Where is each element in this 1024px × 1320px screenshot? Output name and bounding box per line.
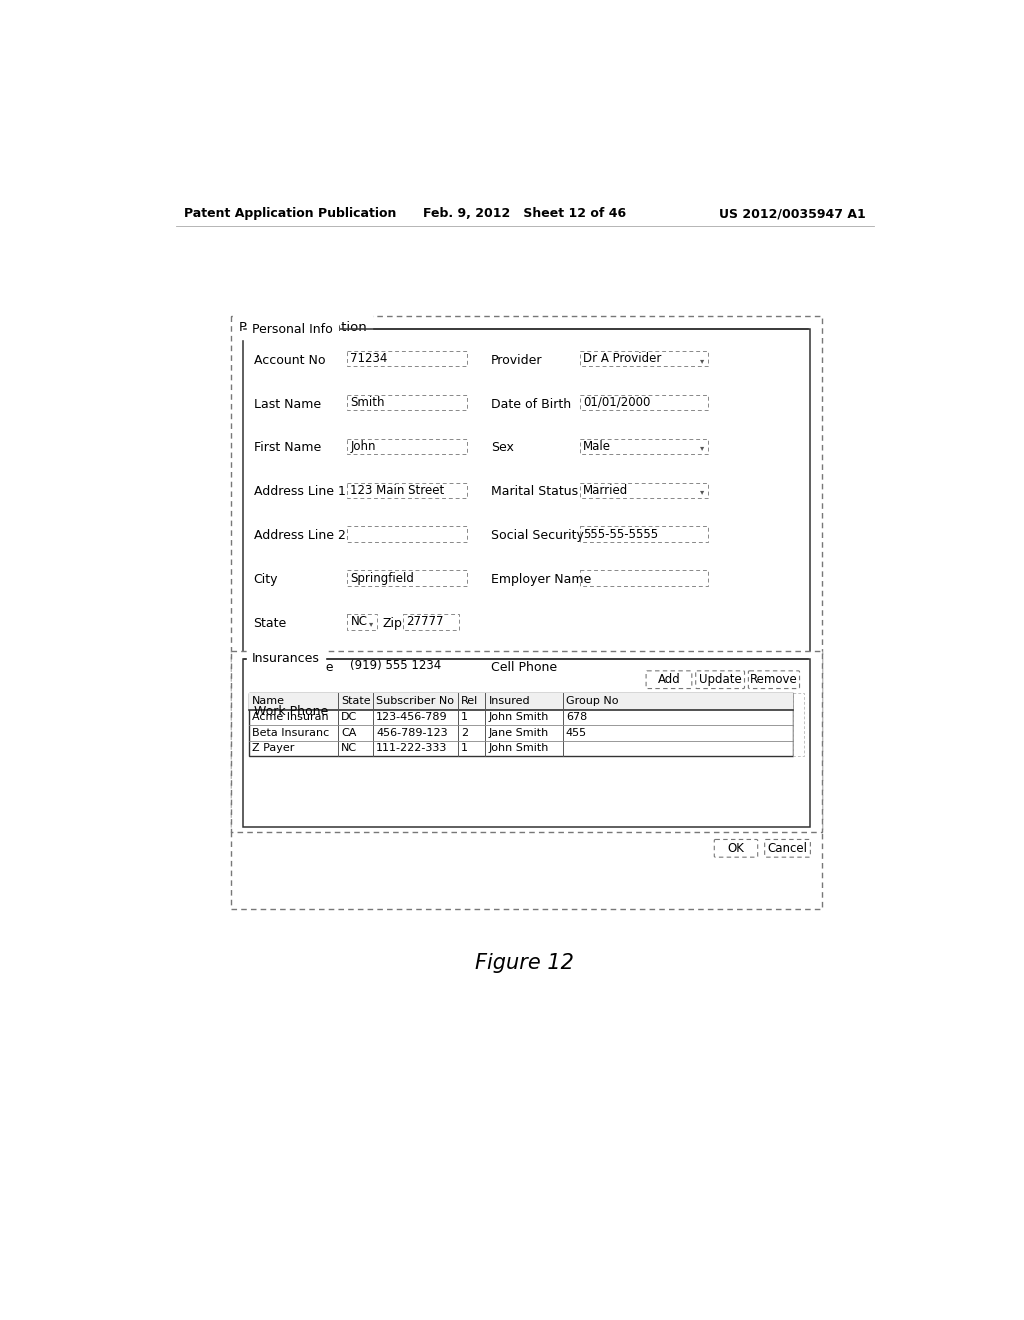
Text: 455: 455	[566, 727, 587, 738]
Text: Account No: Account No	[254, 354, 325, 367]
FancyBboxPatch shape	[646, 671, 692, 689]
Bar	[347, 702, 467, 718]
Text: ▾: ▾	[370, 619, 374, 628]
Text: John: John	[350, 440, 376, 453]
Text: Patent Application Publication: Patent Application Publication	[183, 207, 396, 220]
Text: Last Name: Last Name	[254, 397, 321, 411]
Text: Cell Phone: Cell Phone	[490, 661, 557, 675]
Text: ▾: ▾	[700, 444, 705, 453]
Text: 2: 2	[461, 727, 468, 738]
Bar	[793, 693, 804, 756]
Text: Jane Smith: Jane Smith	[488, 727, 549, 738]
Text: ▾: ▾	[700, 487, 705, 496]
Text: Update: Update	[698, 673, 741, 686]
Bar	[231, 651, 821, 832]
Bar	[403, 614, 459, 630]
Text: State: State	[254, 616, 287, 630]
Text: Name: Name	[252, 696, 285, 706]
Text: Marital Status: Marital Status	[490, 486, 578, 499]
Text: Address Line 2: Address Line 2	[254, 529, 345, 543]
Text: Home Phone: Home Phone	[254, 661, 333, 675]
Text: OK: OK	[727, 842, 744, 855]
Text: Insurances: Insurances	[252, 652, 319, 665]
Text: Beta Insuranc: Beta Insuranc	[252, 727, 330, 738]
Text: First Name: First Name	[254, 441, 321, 454]
Text: 123-456-789: 123-456-789	[376, 713, 447, 722]
Bar	[347, 614, 377, 630]
Bar	[243, 330, 810, 776]
Text: Patient Information: Patient Information	[239, 321, 367, 334]
FancyBboxPatch shape	[695, 671, 744, 689]
Text: State: State	[341, 696, 371, 706]
Text: Personal Info: Personal Info	[252, 323, 333, 335]
Bar	[580, 395, 708, 411]
Text: Employer Name: Employer Name	[490, 573, 591, 586]
Text: Figure 12: Figure 12	[475, 953, 574, 973]
Text: 555-55-5555: 555-55-5555	[583, 528, 658, 541]
Bar	[580, 438, 708, 454]
Text: Provider: Provider	[490, 354, 542, 367]
Bar	[580, 527, 708, 541]
Bar	[347, 659, 467, 673]
Text: Zip: Zip	[383, 616, 402, 630]
Bar	[243, 659, 810, 826]
Text: Acme Insuran: Acme Insuran	[252, 713, 329, 722]
Text: DC: DC	[341, 713, 357, 722]
Text: Work Phone: Work Phone	[254, 705, 328, 718]
Bar	[231, 317, 821, 909]
Text: Remove: Remove	[751, 673, 798, 686]
Text: Add: Add	[657, 673, 680, 686]
Bar	[347, 351, 467, 367]
Text: City: City	[254, 573, 279, 586]
Text: Insured: Insured	[488, 696, 530, 706]
Text: ▾: ▾	[700, 355, 705, 364]
Text: 71234: 71234	[350, 352, 388, 366]
Text: Subscriber No: Subscriber No	[376, 696, 454, 706]
Text: 456-789-123: 456-789-123	[376, 727, 447, 738]
Bar	[580, 483, 708, 498]
Text: 01/01/2000: 01/01/2000	[583, 396, 650, 409]
Text: Z Payer: Z Payer	[252, 743, 294, 754]
Text: (919) 555 1234: (919) 555 1234	[350, 659, 441, 672]
Text: NC: NC	[350, 615, 368, 628]
Text: Springfield: Springfield	[350, 572, 415, 585]
Text: 111-222-333: 111-222-333	[376, 743, 447, 754]
Text: 1: 1	[461, 743, 468, 754]
Bar	[347, 438, 467, 454]
Text: 1: 1	[461, 713, 468, 722]
Bar	[347, 527, 467, 541]
Text: Male: Male	[583, 440, 611, 453]
Bar	[347, 570, 467, 586]
Bar	[347, 483, 467, 498]
Text: Cancel: Cancel	[768, 842, 808, 855]
Text: 27777: 27777	[407, 615, 443, 628]
Text: John Smith: John Smith	[488, 743, 549, 754]
Bar	[347, 395, 467, 411]
Text: Smith: Smith	[350, 396, 385, 409]
Text: Rel: Rel	[461, 696, 478, 706]
Bar	[580, 570, 708, 586]
Text: 123 Main Street: 123 Main Street	[350, 483, 444, 496]
Text: Social Security: Social Security	[490, 529, 584, 543]
FancyBboxPatch shape	[715, 840, 758, 857]
Text: Address Line 1: Address Line 1	[254, 486, 345, 499]
FancyBboxPatch shape	[765, 840, 810, 857]
Bar	[580, 659, 708, 673]
Text: Feb. 9, 2012   Sheet 12 of 46: Feb. 9, 2012 Sheet 12 of 46	[423, 207, 627, 220]
Text: Date of Birth: Date of Birth	[490, 397, 570, 411]
Text: 678: 678	[566, 713, 587, 722]
Text: Dr A Provider: Dr A Provider	[583, 352, 662, 366]
Text: NC: NC	[341, 743, 357, 754]
Text: Married: Married	[583, 483, 628, 496]
Text: US 2012/0035947 A1: US 2012/0035947 A1	[719, 207, 866, 220]
Text: CA: CA	[341, 727, 356, 738]
Text: John Smith: John Smith	[488, 713, 549, 722]
Text: Sex: Sex	[490, 441, 514, 454]
Bar	[580, 351, 708, 367]
Text: Group No: Group No	[566, 696, 618, 706]
Bar	[249, 693, 793, 756]
Bar	[249, 693, 793, 710]
FancyBboxPatch shape	[749, 671, 800, 689]
